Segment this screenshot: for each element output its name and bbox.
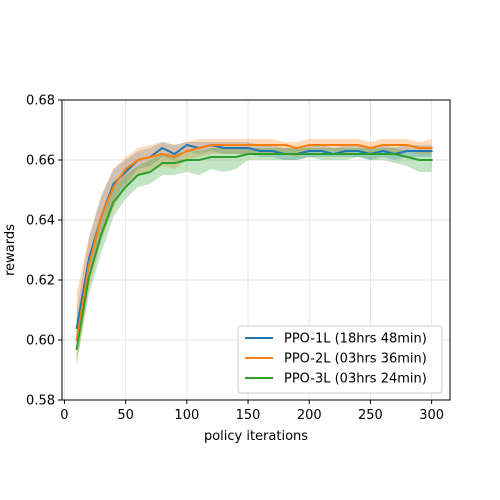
x-tick-label: 50 <box>117 408 134 423</box>
legend-label-series-1: PPO-1L (18hrs 48min) <box>284 332 427 347</box>
y-tick-label: 0.60 <box>26 334 55 349</box>
x-tick-label: 0 <box>60 408 68 423</box>
line-series-3 <box>75 153 433 351</box>
plot-frame <box>61 99 451 401</box>
x-tick-label: 300 <box>419 408 444 423</box>
legend: PPO-1L (18hrs 48min) PPO-2L (03hrs 36min)… <box>237 325 443 394</box>
x-tick-label: 200 <box>297 408 322 423</box>
y-axis-label: rewards <box>3 224 18 276</box>
y-axis-ticks: 0.58 0.60 0.62 0.64 0.66 0.68 <box>26 94 62 409</box>
x-tick-label: 150 <box>236 408 261 423</box>
y-tick-label: 0.58 <box>26 394 55 409</box>
x-axis-ticks: 0 50 100 150 200 250 300 <box>60 400 444 423</box>
y-tick-label: 0.64 <box>26 214 55 229</box>
y-tick-label: 0.68 <box>26 94 55 109</box>
line-series-2 <box>75 144 433 342</box>
x-tick-label: 250 <box>358 408 383 423</box>
y-tick-label: 0.66 <box>26 154 55 169</box>
series-lines <box>75 144 433 351</box>
legend-box <box>237 325 443 394</box>
legend-label-series-3: PPO-3L (03hrs 24min) <box>284 372 427 387</box>
x-axis-label: policy iterations <box>204 429 308 444</box>
legend-label-series-2: PPO-2L (03hrs 36min) <box>284 352 427 367</box>
y-tick-label: 0.62 <box>26 274 55 289</box>
x-tick-label: 100 <box>174 408 199 423</box>
